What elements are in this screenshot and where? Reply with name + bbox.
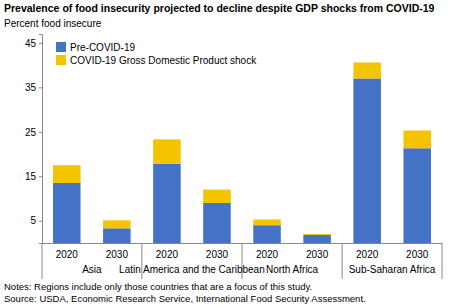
group-separator bbox=[342, 243, 343, 279]
legend-swatch bbox=[56, 42, 66, 52]
group-label: North Africa bbox=[266, 264, 319, 275]
bar bbox=[253, 219, 281, 225]
y-tick-mark bbox=[39, 176, 42, 177]
x-tick-label: 2030 bbox=[406, 249, 429, 260]
legend-label: Pre-COVID-19 bbox=[70, 42, 135, 53]
y-tick-mark bbox=[39, 132, 42, 133]
bar bbox=[103, 220, 131, 228]
y-tick-label: 15 bbox=[25, 171, 37, 182]
bar bbox=[403, 148, 431, 243]
x-tick-label: 2030 bbox=[206, 249, 229, 260]
y-axis-line bbox=[39, 35, 43, 244]
group-label: Latin America and the Caribbean bbox=[119, 264, 265, 275]
chart: Prevalence of food insecurity projected … bbox=[0, 0, 450, 308]
bar bbox=[403, 130, 431, 148]
x-tick: 2020 bbox=[156, 243, 179, 260]
legend: Pre-COVID-19 COVID-19 Gross Domestic Prod… bbox=[56, 42, 257, 66]
x-tick-label: 2030 bbox=[306, 249, 329, 260]
legend-label: COVID-19 Gross Domestic Product shock bbox=[70, 55, 257, 66]
y-axis: 5 15 25 35 45 bbox=[25, 35, 43, 244]
x-tick: 2030 bbox=[406, 243, 429, 260]
bar bbox=[353, 78, 381, 243]
x-tick: 2030 bbox=[206, 243, 229, 260]
x-tick: 2020 bbox=[256, 243, 279, 260]
x-tick: 2030 bbox=[106, 243, 129, 260]
plot: 5 15 25 35 45 2020 2030 2020 2030 2020 2030 2020 203… bbox=[25, 35, 443, 280]
group-separator bbox=[42, 243, 43, 279]
bars bbox=[53, 62, 431, 243]
bar bbox=[303, 235, 331, 243]
y-tick: 15 bbox=[25, 171, 42, 182]
bar bbox=[253, 225, 281, 243]
annotation: Source: USDA, Economic Research Service,… bbox=[4, 293, 366, 304]
x-tick: 2020 bbox=[356, 243, 379, 260]
legend-swatch bbox=[56, 55, 66, 65]
x-tick-label: 2020 bbox=[56, 249, 79, 260]
bar bbox=[103, 228, 131, 243]
y-tick-mark bbox=[39, 87, 42, 88]
legend-item: Pre-COVID-19 bbox=[56, 42, 135, 53]
y-tick-label: 25 bbox=[25, 127, 37, 138]
bar bbox=[203, 203, 231, 243]
y-tick-label: 35 bbox=[25, 82, 37, 93]
y-tick-label: 45 bbox=[25, 38, 37, 49]
legend-item: COVID-19 Gross Domestic Product shock bbox=[56, 55, 257, 66]
y-tick-mark bbox=[39, 221, 42, 222]
x-tick-label: 2020 bbox=[156, 249, 179, 260]
x-tick: 2020 bbox=[56, 243, 79, 260]
bar bbox=[203, 190, 231, 203]
group-label: Asia bbox=[82, 264, 102, 275]
y-tick: 45 bbox=[25, 38, 42, 49]
y-axis-title: Percent food insecure bbox=[4, 18, 102, 29]
y-tick: 5 bbox=[30, 215, 42, 226]
x-tick-label: 2030 bbox=[106, 249, 129, 260]
y-tick: 25 bbox=[25, 127, 42, 138]
y-tick-label: 5 bbox=[30, 215, 36, 226]
bar bbox=[303, 234, 331, 236]
bar bbox=[53, 165, 81, 183]
annotation: Notes: Regions include only those countr… bbox=[4, 281, 312, 292]
group-separator bbox=[442, 243, 443, 279]
y-tick-mark bbox=[39, 43, 42, 44]
title: Prevalence of food insecurity projected … bbox=[4, 2, 435, 14]
y-tick: 35 bbox=[25, 82, 42, 93]
bar bbox=[53, 183, 81, 243]
x-tick-label: 2020 bbox=[356, 249, 379, 260]
bar bbox=[153, 164, 181, 243]
bar bbox=[153, 139, 181, 163]
x-tick-label: 2020 bbox=[256, 249, 279, 260]
group-label: Sub-Saharan Africa bbox=[349, 264, 436, 275]
x-tick: 2030 bbox=[306, 243, 329, 260]
bar bbox=[353, 62, 381, 78]
